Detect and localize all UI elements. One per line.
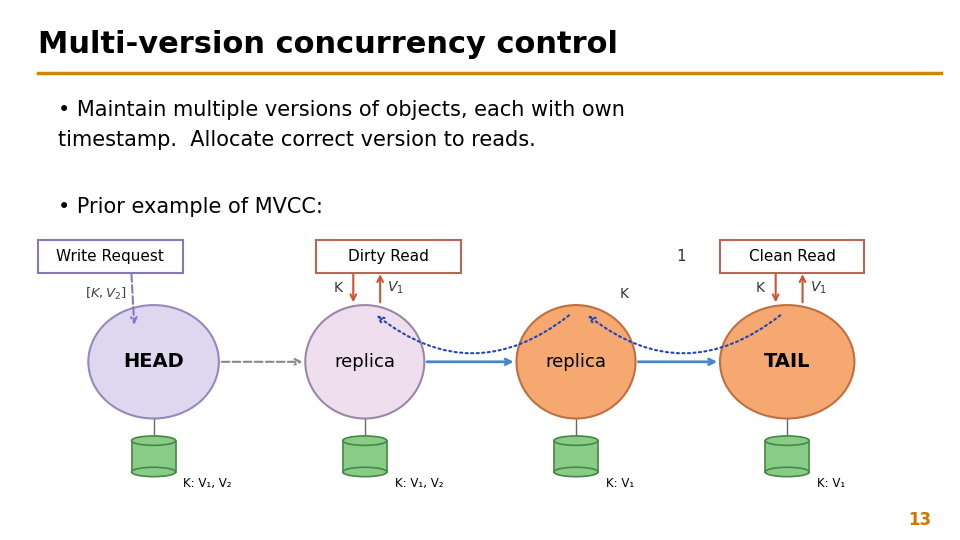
Text: Write Request: Write Request bbox=[57, 249, 164, 264]
Text: • Prior example of MVCC:: • Prior example of MVCC: bbox=[58, 197, 323, 217]
Text: • Maintain multiple versions of objects, each with own
timestamp.  Allocate corr: • Maintain multiple versions of objects,… bbox=[58, 100, 624, 150]
Bar bbox=[132, 441, 176, 472]
Ellipse shape bbox=[720, 305, 854, 418]
Text: K: V₁: K: V₁ bbox=[606, 477, 634, 490]
Text: $V_1$: $V_1$ bbox=[809, 280, 827, 296]
Ellipse shape bbox=[132, 436, 176, 446]
Text: 1: 1 bbox=[677, 249, 686, 264]
Ellipse shape bbox=[554, 436, 598, 446]
Ellipse shape bbox=[554, 467, 598, 477]
Text: replica: replica bbox=[334, 353, 396, 371]
Text: HEAD: HEAD bbox=[123, 352, 184, 372]
Text: $[K, V_2]$: $[K, V_2]$ bbox=[84, 286, 127, 302]
Ellipse shape bbox=[343, 436, 387, 446]
Text: K: K bbox=[619, 287, 629, 301]
Text: K: V₁, V₂: K: V₁, V₂ bbox=[395, 477, 444, 490]
Ellipse shape bbox=[343, 467, 387, 477]
Ellipse shape bbox=[765, 467, 809, 477]
Ellipse shape bbox=[132, 467, 176, 477]
Text: TAIL: TAIL bbox=[764, 352, 810, 372]
Text: K: K bbox=[333, 281, 343, 295]
FancyBboxPatch shape bbox=[720, 240, 864, 273]
Ellipse shape bbox=[305, 305, 424, 418]
Ellipse shape bbox=[765, 436, 809, 446]
Text: K: V₁, V₂: K: V₁, V₂ bbox=[183, 477, 232, 490]
Bar bbox=[765, 441, 809, 472]
Text: Clean Read: Clean Read bbox=[749, 249, 835, 264]
Bar bbox=[554, 441, 598, 472]
Text: Multi-version concurrency control: Multi-version concurrency control bbox=[38, 30, 618, 59]
Text: $V_1$: $V_1$ bbox=[387, 280, 404, 296]
FancyBboxPatch shape bbox=[38, 240, 182, 273]
FancyBboxPatch shape bbox=[317, 240, 462, 273]
Text: 13: 13 bbox=[908, 511, 931, 529]
Bar bbox=[343, 441, 387, 472]
Text: K: K bbox=[756, 281, 765, 295]
Text: replica: replica bbox=[545, 353, 607, 371]
Ellipse shape bbox=[516, 305, 636, 418]
Text: Dirty Read: Dirty Read bbox=[348, 249, 429, 264]
Text: K: V₁: K: V₁ bbox=[817, 477, 845, 490]
Ellipse shape bbox=[88, 305, 219, 418]
